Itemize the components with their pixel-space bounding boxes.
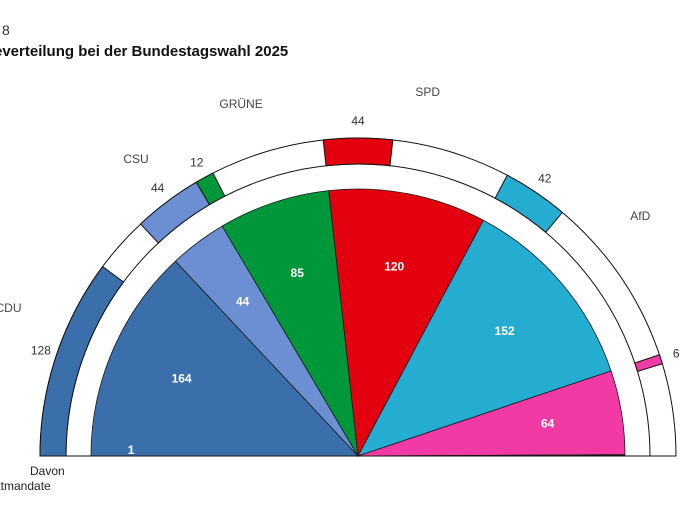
direct-mandates-arc-afd	[494, 174, 564, 234]
chart-title: everteilung bei der Bundestagswahl 2025	[0, 43, 289, 60]
direct-mandates-arc-spd	[322, 137, 394, 167]
seat-value-cdu: 164	[172, 372, 192, 386]
direct-mandates-arc-gruene	[195, 172, 226, 206]
seats-semicircle	[40, 188, 676, 458]
note-line-2: rektmandate	[0, 479, 51, 493]
seat-value-party-6: 64	[541, 417, 555, 431]
party-label-csu: CSU	[123, 152, 148, 166]
direct-mandates-value-cdu: 128	[31, 343, 51, 357]
direct-mandates-note: Davon rektmandate	[0, 464, 65, 494]
seat-wedge-gruene	[221, 190, 359, 457]
direct-mandates-arc-party-6	[634, 354, 663, 372]
direct-mandates-ring	[39, 137, 677, 457]
seat-value-party-7: 1	[128, 443, 135, 457]
chart-labels: 164128CDU4444CSU8512GRÜNE12044SPD15242Af…	[0, 85, 680, 457]
seat-wedge-cdu	[90, 260, 359, 457]
direct-mandates-value-csu: 44	[151, 181, 165, 195]
direct-mandates-value-party-6: 6	[673, 347, 680, 361]
figure-number: 8	[2, 22, 10, 38]
seat-value-afd: 152	[495, 324, 515, 338]
direct-mandates-arc-cdu	[39, 265, 125, 457]
seat-value-spd: 120	[384, 259, 404, 273]
direct-mandates-value-spd: 44	[351, 114, 365, 128]
seat-wedge-spd	[328, 188, 484, 458]
direct-mandates-value-gruene: 12	[190, 156, 204, 170]
seat-wedge-afd	[357, 219, 612, 457]
seat-value-gruene: 85	[291, 266, 305, 280]
party-label-cdu: CDU	[0, 301, 22, 315]
direct-mandates-value-afd: 42	[538, 171, 552, 185]
note-line-1: Davon	[30, 464, 65, 478]
party-label-spd: SPD	[415, 85, 440, 99]
seat-value-csu: 44	[236, 294, 250, 308]
party-label-gruene: GRÜNE	[219, 97, 262, 111]
party-label-afd: AfD	[630, 209, 650, 223]
